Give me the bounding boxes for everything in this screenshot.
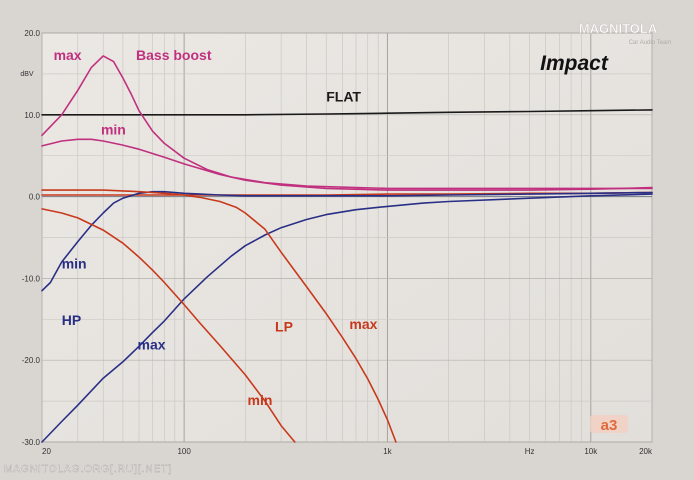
series-line-6: [41, 189, 397, 443]
annotation-label-2: min: [101, 121, 126, 137]
y-ticks: 20.0 10.0 0.0 -10.0 -20.0 -30.0: [22, 29, 41, 447]
stamp-text: a3: [601, 417, 618, 434]
annotation-label-0: Bass boost: [136, 47, 212, 63]
series-line-0: [41, 109, 653, 116]
x-tick-label-1: 100: [177, 447, 191, 456]
series-line-5: [41, 193, 653, 443]
series-line-2: [41, 138, 653, 191]
annotation-label-3: FLAT: [326, 89, 361, 105]
y-tick-label-1: 10.0: [24, 111, 40, 120]
x-tick-label-0: 20: [42, 447, 51, 456]
y-tick-label-5: -30.0: [22, 438, 41, 447]
x-tick-label-4: 10k: [584, 447, 598, 456]
annotations: Bass boost max min FLAT min HP max LP max min: [54, 47, 378, 408]
annotation-label-6: max: [138, 337, 166, 353]
annotation-label-1: max: [54, 47, 82, 63]
stamp-badge: [590, 415, 628, 433]
y-tick-label-3: -10.0: [22, 274, 41, 283]
watermark-footer: MAGNITOLAG.ORG[.RU][.NET]: [4, 464, 172, 475]
series-line-1: [41, 55, 653, 190]
annotation-label-8: max: [349, 316, 377, 332]
annotation-label-7: LP: [275, 319, 293, 335]
annotation-label-5: HP: [62, 312, 81, 328]
x-ticks: 20 100 1k Hz 10k 20k: [42, 447, 653, 456]
x-tick-label-3: Hz: [525, 447, 535, 456]
grid: [41, 32, 653, 443]
series-line-7: [41, 208, 296, 443]
watermark-sub: Car Audio Team: [629, 40, 672, 46]
series-group: [41, 55, 653, 443]
series-line-4: [41, 190, 653, 292]
chart-title: Impact: [540, 52, 609, 75]
annotation-label-9: min: [248, 392, 273, 408]
x-tick-label-5: 20k: [639, 447, 653, 456]
watermark-brand: MAGNITOLA: [579, 21, 658, 36]
y-tick-label-2: 0.0: [29, 193, 41, 202]
y-tick-label-0: 20.0: [24, 29, 40, 38]
annotation-label-4: min: [62, 256, 87, 272]
watermark-logo: MAGNITOLA Car Audio Team: [579, 21, 672, 46]
y-axis-label: dBV: [20, 71, 34, 78]
y-tick-label-4: -20.0: [22, 356, 41, 365]
stamp: a3: [590, 415, 628, 434]
x-tick-label-2: 1k: [383, 447, 392, 456]
